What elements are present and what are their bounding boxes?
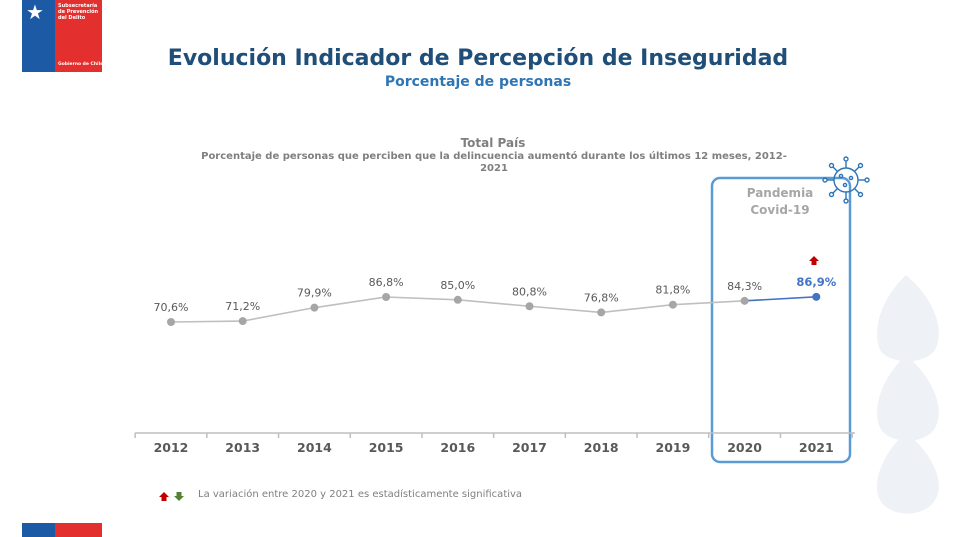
- footnote: La variación entre 2020 y 2021 es estadí…: [198, 489, 523, 500]
- x-tick-label: 2019: [656, 440, 691, 455]
- data-point: [453, 295, 462, 304]
- x-tick-label: 2021: [799, 440, 834, 455]
- chart-subtitle: Porcentaje de personas que perciben que …: [201, 151, 787, 174]
- series-line-segment: [744, 296, 817, 302]
- logo-text: Subsecretaría de Prevención del Delito: [58, 3, 99, 21]
- series-line-segment: [457, 298, 530, 308]
- x-tick-label: 2018: [584, 440, 619, 455]
- data-label: 85,0%: [440, 279, 475, 292]
- data-point: [310, 303, 319, 312]
- data-label: 79,9%: [297, 287, 332, 300]
- data-point: [525, 302, 534, 311]
- data-label: 86,9%: [796, 275, 836, 289]
- data-label: 80,8%: [512, 285, 547, 298]
- data-point: [238, 317, 247, 326]
- pandemic-highlight-box: [710, 176, 852, 464]
- logo-red-band: [55, 0, 102, 72]
- footer-color-bar: [22, 523, 102, 537]
- x-tick-label: 2013: [225, 440, 260, 455]
- x-tick-label: 2014: [297, 440, 332, 455]
- footer-blue-band: [22, 523, 55, 537]
- footer-red-band: [55, 523, 102, 537]
- decorative-shapes: [877, 275, 939, 514]
- data-label: 71,2%: [225, 300, 260, 313]
- data-label: 86,8%: [369, 276, 404, 289]
- data-point: [597, 308, 606, 317]
- logo-blue-band: ★: [22, 0, 55, 72]
- page-title: Evolución Indicador de Percepción de Ins…: [167, 46, 789, 71]
- data-point: [740, 296, 749, 305]
- data-label: 76,8%: [584, 291, 619, 304]
- x-tick-label: 2015: [369, 440, 404, 455]
- series-line-segment: [314, 296, 387, 309]
- data-point: [382, 293, 391, 301]
- institution-logo: ★ Subsecretaría de Prevención del Delito…: [22, 0, 104, 72]
- series-line-segment: [170, 320, 243, 323]
- series-line-segment: [386, 296, 458, 301]
- data-label: 84,3%: [727, 280, 762, 293]
- x-tick-label: 2017: [512, 440, 547, 455]
- logo-footer: Gobierno de Chile: [58, 62, 104, 67]
- x-tick-label: 2016: [440, 440, 475, 455]
- series-line-segment: [672, 300, 745, 306]
- data-point: [167, 318, 175, 326]
- series-line-segment: [601, 303, 673, 314]
- coat-of-arms-icon: ★: [26, 0, 44, 24]
- data-point: [812, 292, 821, 301]
- pandemic-label: Pandemia Covid-19: [746, 186, 814, 217]
- virus-icon: [822, 156, 870, 204]
- data-label: 81,8%: [655, 284, 690, 297]
- chart-title: Total País: [460, 136, 526, 150]
- data-label: 70,6%: [154, 301, 189, 314]
- legend-down-arrow-icon: [174, 492, 184, 501]
- series-line-segment: [529, 305, 602, 314]
- data-point: [668, 300, 677, 309]
- legend-up-arrow-icon: [159, 492, 169, 501]
- significant-increase-arrow: [809, 256, 819, 265]
- page-subtitle: Porcentaje de personas: [384, 74, 572, 90]
- x-tick-label: 2020: [727, 440, 762, 455]
- x-tick-label: 2012: [154, 440, 189, 455]
- series-line-segment: [242, 306, 315, 322]
